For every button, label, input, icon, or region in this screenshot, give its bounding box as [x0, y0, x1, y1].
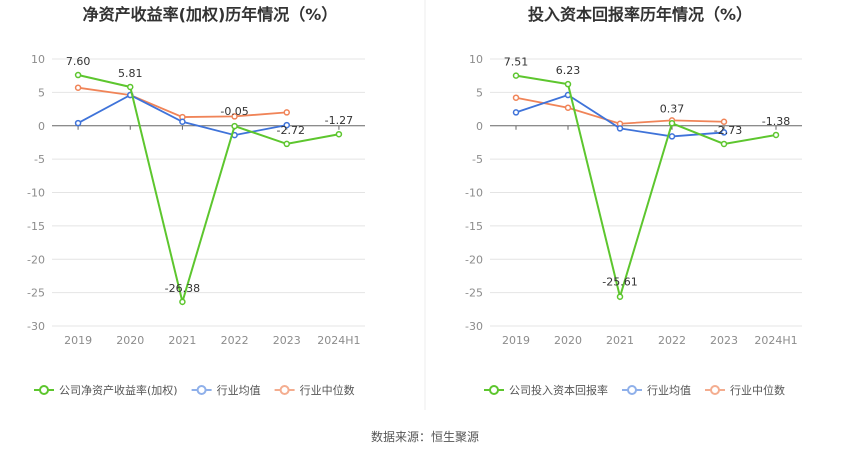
- y-tick-label: -10: [27, 187, 45, 200]
- source-note: 数据来源：恒生聚源: [371, 429, 479, 444]
- legend-marker: [489, 385, 499, 395]
- legend-item[interactable]: 公司投入资本回报率: [484, 383, 608, 397]
- x-tick-label: 2021: [606, 334, 634, 347]
- chart-1: 10 5 0 -5 -10 -15 -20 -25 -30 2019 2020 2021 2022 202…: [27, 53, 365, 397]
- data-point[interactable]: [127, 83, 134, 91]
- chart-2: 10 5 0 -5 -10 -15 -20 -25 -30 2019 2020 2021 2022 202…: [465, 53, 802, 397]
- legend-label: 行业中位数: [730, 383, 785, 397]
- data-point[interactable]: [74, 119, 82, 127]
- y-tick-label: -5: [472, 153, 483, 166]
- data-label: -25.61: [602, 276, 637, 289]
- legend-label: 行业均值: [217, 384, 261, 397]
- y-tick-label: -20: [465, 253, 483, 266]
- y-tick-label: 10: [31, 53, 45, 66]
- legend-label: 行业均值: [647, 384, 691, 397]
- legend-label: 行业中位数: [300, 383, 355, 397]
- y-tick-label: 10: [469, 53, 483, 66]
- legend-marker: [627, 385, 637, 395]
- data-point[interactable]: [179, 298, 186, 306]
- data-point[interactable]: [564, 104, 572, 111]
- data-point[interactable]: [668, 133, 676, 140]
- legend-marker: [196, 385, 207, 395]
- data-label: 0.37: [660, 102, 685, 115]
- data-point[interactable]: [335, 130, 343, 138]
- x-tick-label: 2020: [554, 334, 582, 347]
- legend-item[interactable]: 行业均值: [622, 384, 691, 397]
- data-point[interactable]: [720, 140, 728, 148]
- data-point[interactable]: [512, 109, 520, 116]
- y-tick-label: 0: [476, 120, 483, 133]
- data-label: 7.51: [504, 56, 529, 69]
- y-tick-label: -5: [34, 153, 45, 166]
- data-label: -0.05: [220, 105, 248, 118]
- x-tick-label: 2021: [168, 334, 196, 347]
- x-tick-label: 2023: [273, 334, 301, 347]
- data-label: -2.73: [714, 124, 742, 137]
- y-tick-label: 0: [38, 120, 45, 133]
- y-tick-label: -25: [465, 287, 483, 300]
- data-point[interactable]: [616, 293, 624, 300]
- y-tick-label: 5: [38, 86, 45, 99]
- legend-label: 公司净资产收益率(加权): [59, 383, 178, 397]
- data-point[interactable]: [179, 118, 186, 125]
- x-tick-label: 2023: [710, 334, 738, 347]
- x-tick-label: 2020: [116, 334, 144, 347]
- x-tick-label: 2022: [658, 334, 686, 347]
- chart-2-title: 投入资本回报率历年情况（%）: [528, 5, 752, 24]
- y-tick-label: -20: [27, 253, 45, 266]
- data-point[interactable]: [512, 72, 520, 79]
- y-tick-label: -30: [465, 320, 483, 333]
- x-tick-label: 2024H1: [754, 334, 797, 347]
- legend-label: 公司投入资本回报率: [509, 383, 608, 397]
- x-tick-label: 2022: [221, 334, 249, 347]
- data-label: -1.38: [762, 115, 790, 128]
- legend-marker: [710, 385, 720, 395]
- legend-item[interactable]: 行业均值: [191, 384, 261, 397]
- data-label: -1.27: [325, 114, 353, 127]
- data-label: -26.38: [165, 282, 200, 295]
- legend-marker: [279, 385, 290, 395]
- data-point[interactable]: [668, 120, 676, 127]
- series-line-company: [515, 74, 777, 301]
- data-label: -2.72: [277, 124, 305, 137]
- y-tick-label: -15: [27, 220, 45, 233]
- data-label: 7.60: [66, 55, 91, 68]
- data-point[interactable]: [283, 140, 290, 148]
- x-tick-label: 2019: [502, 334, 530, 347]
- data-label: 6.23: [556, 64, 581, 77]
- y-tick-label: -10: [465, 187, 483, 200]
- legend-item[interactable]: 行业中位数: [274, 383, 355, 397]
- y-tick-label: -15: [465, 220, 483, 233]
- data-point[interactable]: [283, 121, 290, 129]
- data-point[interactable]: [720, 118, 728, 125]
- series-line-company: [77, 74, 340, 306]
- x-tick-label: 2024H1: [317, 334, 360, 347]
- data-point[interactable]: [720, 129, 728, 136]
- data-point[interactable]: [616, 125, 624, 132]
- y-tick-label: 5: [476, 86, 483, 99]
- data-point[interactable]: [512, 94, 520, 101]
- data-point[interactable]: [564, 80, 572, 88]
- data-point[interactable]: [772, 131, 780, 139]
- data-point[interactable]: [283, 109, 290, 116]
- data-label: 5.81: [118, 67, 143, 80]
- chart-1-title: 净资产收益率(加权)历年情况（%）: [83, 5, 338, 24]
- data-point[interactable]: [231, 122, 238, 130]
- x-tick-label: 2019: [64, 334, 92, 347]
- legend-item[interactable]: 公司净资产收益率(加权): [34, 383, 178, 397]
- legend-marker: [39, 385, 49, 395]
- y-tick-label: -30: [27, 320, 45, 333]
- legend-item[interactable]: 行业中位数: [705, 383, 785, 397]
- data-point[interactable]: [74, 71, 82, 79]
- data-point[interactable]: [231, 113, 238, 120]
- data-point[interactable]: [74, 84, 82, 91]
- y-tick-label: -25: [27, 287, 45, 300]
